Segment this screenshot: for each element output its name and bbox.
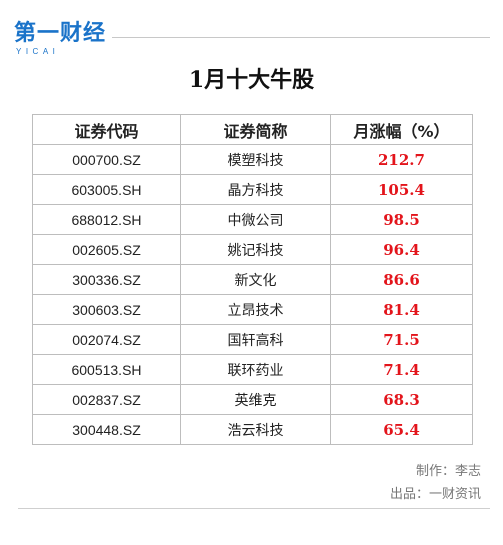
brand-logo: 第一财经 YICAI bbox=[14, 21, 110, 57]
table-row: 002605.SZ 姚记科技 96.4 bbox=[32, 234, 473, 265]
table-row: 300448.SZ 浩云科技 65.4 bbox=[32, 414, 473, 445]
stocks-table: 证券代码 证券简称 月涨幅（%） 000700.SZ 模塑科技 212.7 60300… bbox=[32, 114, 473, 445]
monthly-change: 98.5 bbox=[330, 204, 473, 235]
col-header-code: 证券代码 bbox=[32, 114, 181, 145]
table-row: 300603.SZ 立昂技术 81.4 bbox=[32, 294, 473, 325]
table-row: 000700.SZ 模塑科技 212.7 bbox=[32, 144, 473, 175]
monthly-change: 81.4 bbox=[330, 294, 473, 325]
col-header-change: 月涨幅（%） bbox=[330, 114, 473, 145]
stock-code: 002837.SZ bbox=[32, 384, 181, 415]
stock-name: 英维克 bbox=[180, 384, 331, 415]
monthly-change: 68.3 bbox=[330, 384, 473, 415]
stock-code: 300448.SZ bbox=[32, 414, 181, 445]
stock-name: 晶方科技 bbox=[180, 174, 331, 205]
source-credit: 出品：一财资讯 bbox=[389, 487, 481, 502]
stock-name: 中微公司 bbox=[180, 204, 331, 235]
stock-name: 国轩高科 bbox=[180, 324, 331, 355]
monthly-change: 71.5 bbox=[330, 324, 473, 355]
monthly-change: 96.4 bbox=[330, 234, 473, 265]
stock-code: 300336.SZ bbox=[32, 264, 181, 295]
stock-code: 600513.SH bbox=[32, 354, 181, 385]
footer-divider bbox=[18, 508, 490, 509]
stock-name: 姚记科技 bbox=[180, 234, 331, 265]
brand-logo-en: YICAI bbox=[16, 47, 60, 56]
table-row: 300336.SZ 新文化 86.6 bbox=[32, 264, 473, 295]
stock-name: 浩云科技 bbox=[180, 414, 331, 445]
table-row: 688012.SH 中微公司 98.5 bbox=[32, 204, 473, 235]
table-row: 002074.SZ 国轩高科 71.5 bbox=[32, 324, 473, 355]
stock-name: 新文化 bbox=[180, 264, 331, 295]
stock-code: 300603.SZ bbox=[32, 294, 181, 325]
monthly-change: 105.4 bbox=[330, 174, 473, 205]
monthly-change: 71.4 bbox=[330, 354, 473, 385]
table-row: 603005.SH 晶方科技 105.4 bbox=[32, 174, 473, 205]
monthly-change: 212.7 bbox=[330, 144, 473, 175]
stock-name: 模塑科技 bbox=[180, 144, 331, 175]
table-header-row: 证券代码 证券简称 月涨幅（%） bbox=[32, 114, 473, 145]
col-header-name: 证券简称 bbox=[180, 114, 331, 145]
stock-code: 002074.SZ bbox=[32, 324, 181, 355]
stock-code: 688012.SH bbox=[32, 204, 181, 235]
table-row: 600513.SH 联环药业 71.4 bbox=[32, 354, 473, 385]
stock-code: 000700.SZ bbox=[32, 144, 181, 175]
stock-code: 002605.SZ bbox=[32, 234, 181, 265]
monthly-change: 65.4 bbox=[330, 414, 473, 445]
header-divider bbox=[112, 37, 490, 38]
maker-credit: 制作：李志 bbox=[415, 464, 481, 479]
table-row: 002837.SZ 英维克 68.3 bbox=[32, 384, 473, 415]
stock-name: 立昂技术 bbox=[180, 294, 331, 325]
stock-code: 603005.SH bbox=[32, 174, 181, 205]
stock-name: 联环药业 bbox=[180, 354, 331, 385]
brand-logo-cn: 第一财经 bbox=[14, 21, 107, 46]
monthly-change: 86.6 bbox=[330, 264, 473, 295]
chart-title: 1月十大牛股 bbox=[188, 67, 315, 93]
